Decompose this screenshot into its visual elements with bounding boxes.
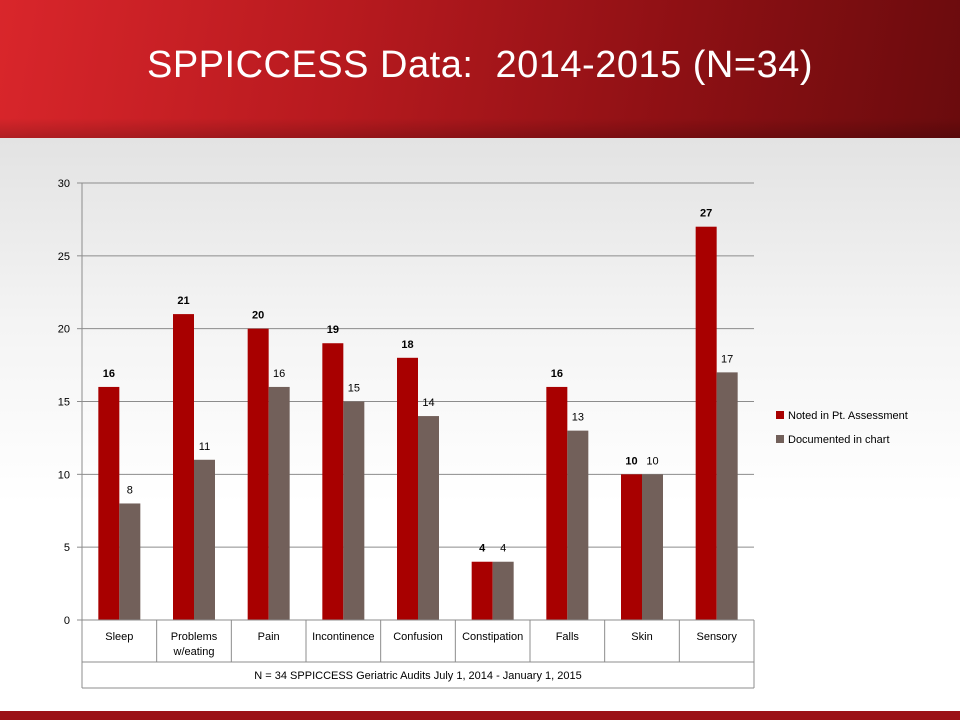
y-axis-ticks: 0 5 10 15 20 25 30 bbox=[58, 178, 82, 627]
data-label: 15 bbox=[348, 383, 360, 395]
data-label: 21 bbox=[177, 295, 189, 307]
category-label: Problems w/eating bbox=[171, 631, 218, 658]
data-label: 16 bbox=[551, 368, 563, 380]
data-label: 8 bbox=[127, 484, 133, 496]
bars bbox=[98, 226, 738, 620]
bar-noted bbox=[546, 386, 568, 620]
category-label-line: Confusion bbox=[393, 631, 443, 643]
data-label: 4 bbox=[500, 543, 506, 555]
slide-title: SPPICCESS Data: 2014-2015 (N=34) bbox=[146, 44, 813, 86]
y-tick-label: 10 bbox=[58, 469, 70, 481]
data-label: 10 bbox=[625, 455, 637, 467]
category-label-line: Falls bbox=[556, 631, 580, 643]
bar-documented bbox=[642, 474, 663, 620]
bar-documented bbox=[194, 459, 215, 620]
y-tick-label: 15 bbox=[58, 397, 70, 409]
category-label-line: Skin bbox=[631, 631, 652, 643]
category-label: Skin bbox=[631, 631, 652, 643]
category-label: Confusion bbox=[393, 631, 443, 643]
y-tick-label: 5 bbox=[64, 542, 70, 554]
bar-documented bbox=[716, 372, 738, 620]
category-label: Pain bbox=[258, 631, 280, 643]
data-label: 17 bbox=[721, 353, 733, 365]
data-label: 16 bbox=[103, 368, 115, 380]
category-label: Falls bbox=[556, 631, 580, 643]
legend-label: Documented in chart bbox=[788, 434, 890, 446]
category-label-line: Incontinence bbox=[312, 631, 374, 643]
data-label: 14 bbox=[422, 397, 434, 409]
category-label-line: Pain bbox=[258, 631, 280, 643]
category-label-line: Sensory bbox=[696, 631, 737, 643]
bar-documented bbox=[492, 561, 514, 620]
chart-footer: N = 34 SPPICCESS Geriatric Audits July 1… bbox=[254, 670, 581, 682]
legend: Noted in Pt. Assessment Documented in cha… bbox=[776, 410, 908, 446]
y-tick-label: 20 bbox=[58, 324, 70, 336]
category-label-line: Problems bbox=[171, 631, 218, 643]
legend-label: Noted in Pt. Assessment bbox=[788, 410, 908, 422]
bar-documented bbox=[567, 430, 589, 620]
category-label: Incontinence bbox=[312, 631, 374, 643]
y-tick-label: 30 bbox=[58, 178, 70, 190]
banner-shadow bbox=[0, 118, 960, 138]
data-label: 11 bbox=[199, 441, 210, 453]
category-label-line: Constipation bbox=[462, 631, 523, 643]
y-tick-label: 0 bbox=[64, 615, 70, 627]
category-labels: Sleep Problems w/eating Pain Incontinence Con… bbox=[105, 631, 737, 658]
category-label: Constipation bbox=[462, 631, 523, 643]
bar-noted bbox=[695, 226, 717, 620]
category-label-line: Sleep bbox=[105, 631, 133, 643]
chart-footnote: N = 34 SPPICCESS Geriatric Audits July 1… bbox=[254, 670, 581, 682]
bar-noted bbox=[98, 386, 120, 620]
bar-noted bbox=[247, 328, 269, 620]
axes bbox=[81, 183, 755, 689]
bar-documented bbox=[119, 503, 141, 620]
bar-documented bbox=[268, 386, 290, 620]
bottom-accent-bar bbox=[0, 711, 960, 720]
data-labels: 16 21 20 19 18 4 16 10 27 8 11 16 15 14 4 13 10 17 bbox=[103, 208, 734, 555]
bar-noted bbox=[397, 357, 418, 620]
bar-documented bbox=[418, 416, 439, 620]
legend-swatch bbox=[776, 435, 784, 443]
data-label: 19 bbox=[327, 324, 339, 336]
data-label: 18 bbox=[401, 339, 413, 351]
data-label: 16 bbox=[273, 368, 285, 380]
data-label: 20 bbox=[252, 310, 264, 322]
y-tick-label: 25 bbox=[58, 251, 70, 263]
title-banner bbox=[0, 0, 960, 138]
bar-noted bbox=[322, 343, 344, 620]
legend-swatch bbox=[776, 411, 784, 419]
data-label: 13 bbox=[572, 412, 584, 424]
category-label: Sensory bbox=[696, 631, 737, 643]
category-label-line: w/eating bbox=[173, 646, 215, 658]
data-label: 4 bbox=[479, 543, 486, 555]
bar-documented bbox=[343, 401, 365, 620]
bar-noted bbox=[621, 474, 642, 620]
data-label: 27 bbox=[700, 208, 712, 220]
bar-noted bbox=[173, 314, 194, 620]
data-label: 10 bbox=[646, 455, 658, 467]
bar-noted bbox=[471, 561, 493, 620]
category-label: Sleep bbox=[105, 631, 133, 643]
